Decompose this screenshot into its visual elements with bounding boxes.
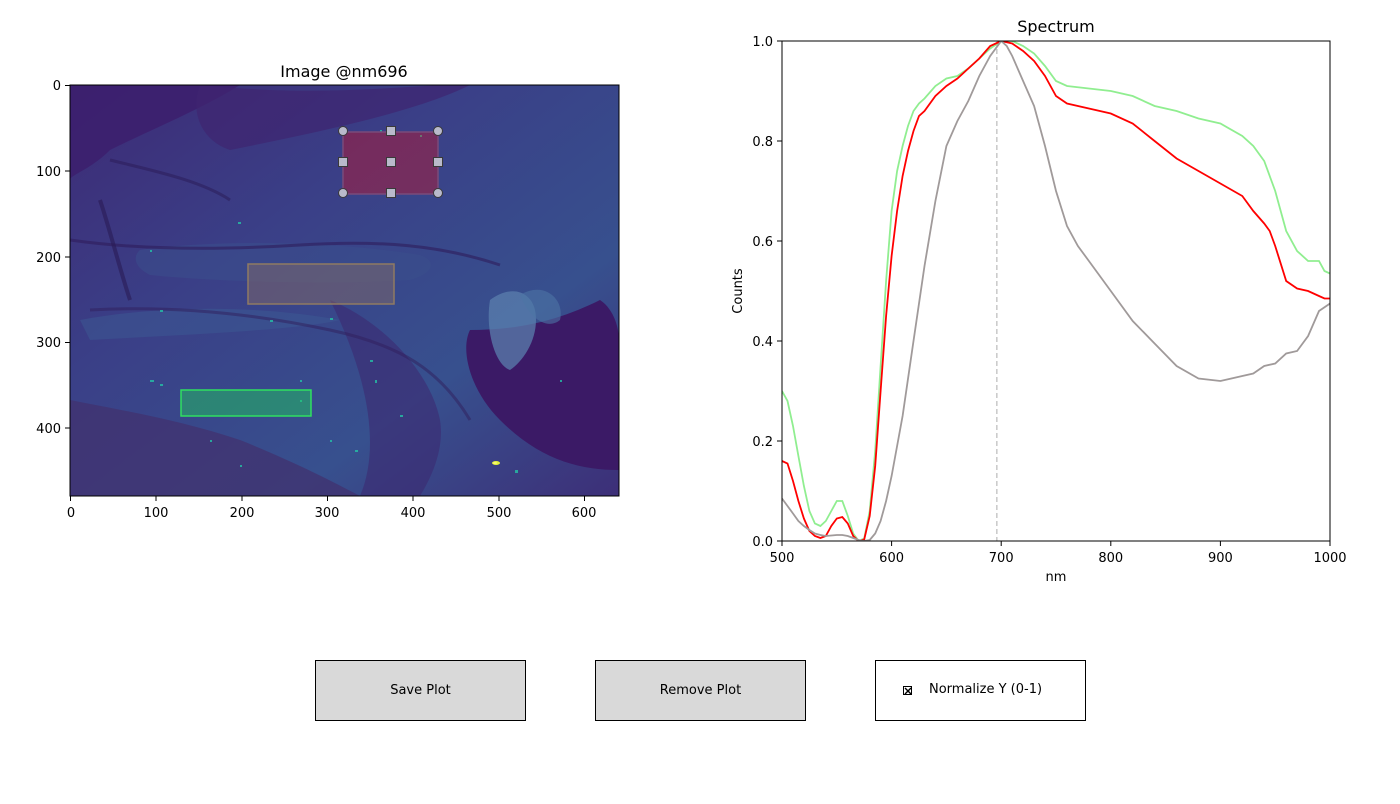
normalize-label: Normalize Y (0-1): [929, 682, 1043, 697]
img-xtick: 100: [144, 506, 169, 521]
img-ytick: 400: [36, 422, 61, 437]
save-plot-label: Save Plot: [390, 683, 451, 698]
img-ytick: 200: [36, 251, 61, 266]
y-axis-label: Counts: [731, 268, 746, 314]
spectrum-panel: Spectrum 500 600 700 800 900 1000 0.0 0.2 0.4 0.6…: [731, 17, 1347, 585]
handle-bottom-left: [338, 188, 348, 198]
handle-center: [386, 157, 396, 167]
normalize-checkbox[interactable]: Normalize Y (0-1): [875, 660, 1086, 721]
spectrum-series-line-2: [782, 41, 1330, 541]
img-xtick: 200: [230, 506, 255, 521]
handle-top-right: [433, 126, 443, 136]
x-axis-label: nm: [1046, 570, 1067, 585]
handle-right: [433, 157, 443, 167]
spectrum-plot-area[interactable]: [782, 41, 1330, 541]
y-tick-label: 0.0: [752, 535, 773, 550]
y-tick-label: 1.0: [752, 35, 773, 50]
chart-title: Spectrum: [1017, 17, 1095, 36]
image-x-ticks: [70, 496, 585, 501]
y-tick-label: 0.2: [752, 435, 773, 450]
spectrum-series-line-0: [782, 41, 1330, 541]
img-xtick: 0: [67, 506, 75, 521]
handle-left: [338, 157, 348, 167]
handle-bottom: [386, 188, 396, 198]
image-panel: Image @nm696: [36, 62, 620, 521]
spectrum-series-line-1: [782, 41, 1330, 541]
x-tick-label: 500: [770, 551, 795, 566]
y-tick-label: 0.4: [752, 335, 773, 350]
remove-plot-label: Remove Plot: [659, 683, 742, 698]
roi-green-rect[interactable]: [180, 389, 312, 417]
save-plot-button[interactable]: Save Plot: [315, 660, 526, 721]
image-y-ticks: [65, 85, 70, 429]
remove-plot-button[interactable]: Remove Plot: [595, 660, 806, 721]
img-xtick: 500: [487, 506, 512, 521]
handle-top: [386, 126, 396, 136]
img-xtick: 300: [315, 506, 340, 521]
handle-bottom-right: [433, 188, 443, 198]
image-frame: [69, 84, 620, 497]
roi-gray-rect[interactable]: [247, 263, 395, 305]
checkbox-check-icon[interactable]: [903, 686, 912, 695]
x-tick-label: 600: [879, 551, 904, 566]
img-xtick: 600: [572, 506, 597, 521]
img-xtick: 400: [401, 506, 426, 521]
img-ytick: 300: [36, 336, 61, 351]
x-tick-label: 800: [1098, 551, 1123, 566]
x-tick-label: 900: [1208, 551, 1233, 566]
hyperspectral-image[interactable]: [70, 85, 619, 496]
img-ytick: 100: [36, 165, 61, 180]
handle-top-left: [338, 126, 348, 136]
y-tick-label: 0.6: [752, 235, 773, 250]
img-ytick: 0: [53, 79, 61, 94]
y-tick-label: 0.8: [752, 135, 773, 150]
roi-selector-handles[interactable]: [338, 126, 443, 198]
spectrum-frame: [781, 40, 1331, 542]
x-tick-label: 1000: [1313, 551, 1346, 566]
image-title: Image @nm696: [280, 62, 407, 81]
x-tick-label: 700: [989, 551, 1014, 566]
